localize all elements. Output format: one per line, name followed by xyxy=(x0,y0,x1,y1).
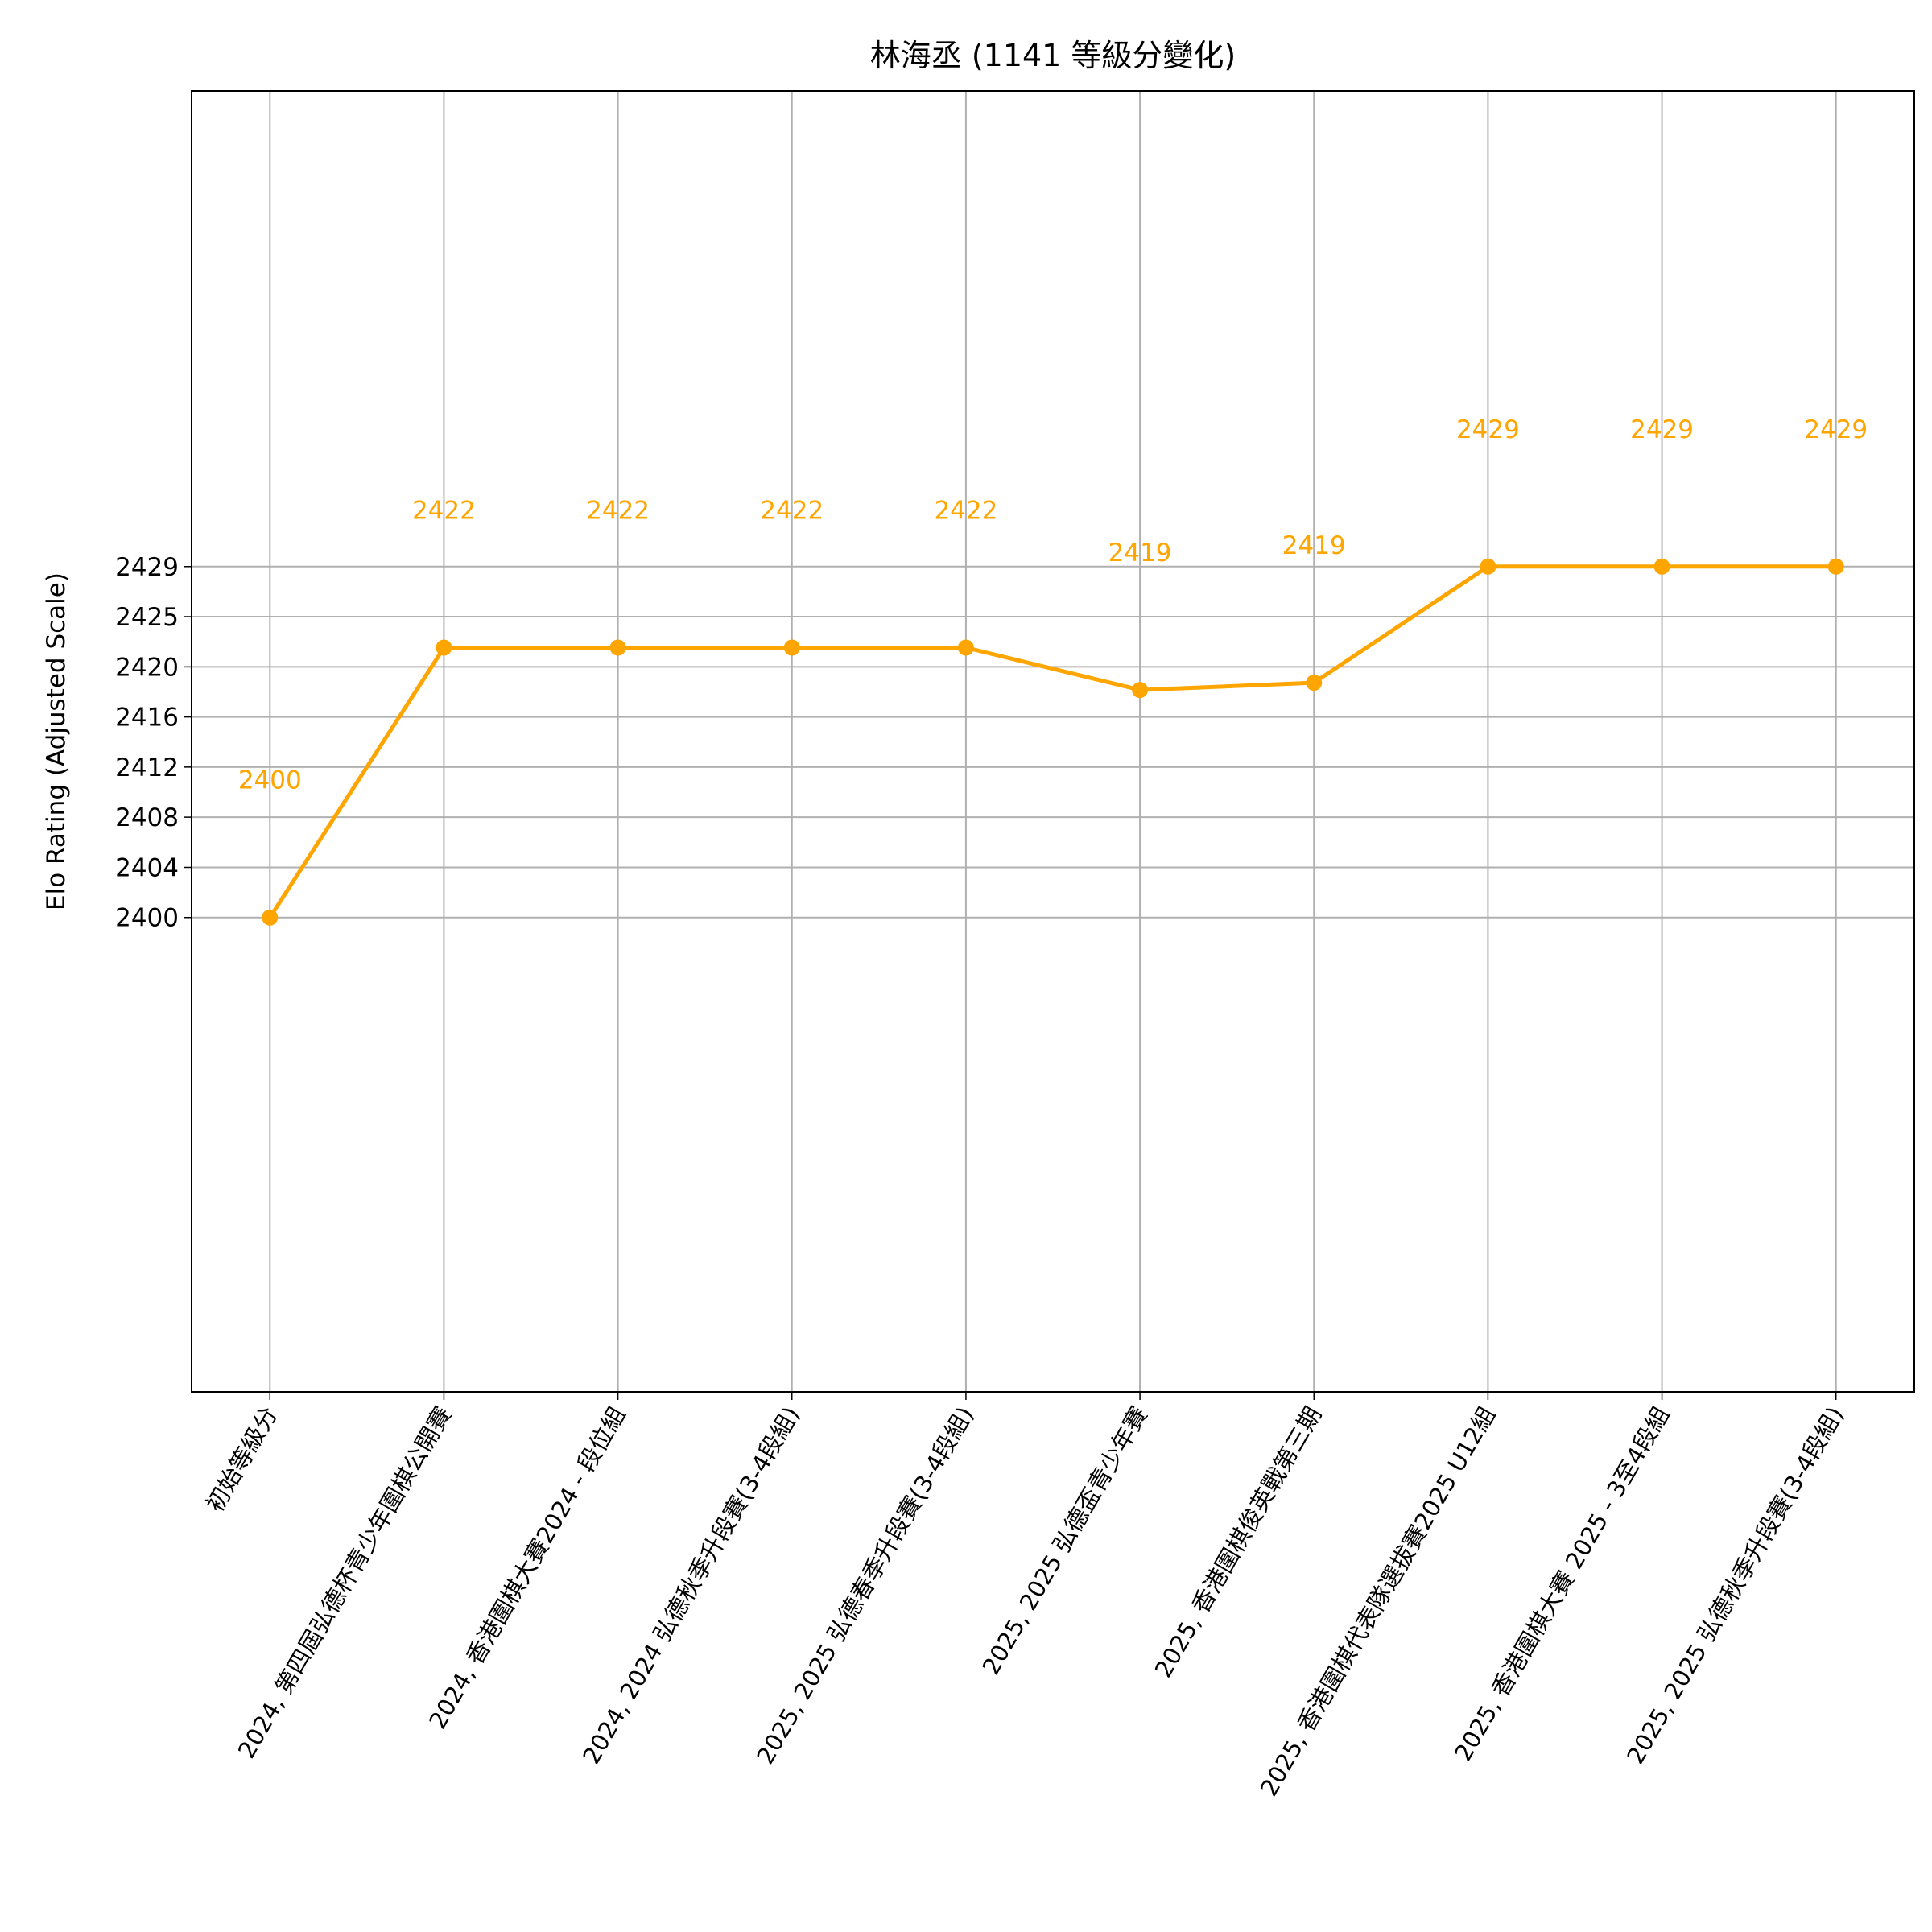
marker xyxy=(1132,682,1149,699)
y-tick-label: 2420 xyxy=(115,653,179,682)
y-tick-label: 2429 xyxy=(115,553,179,582)
plot-frame xyxy=(191,90,1915,1393)
marker xyxy=(1653,558,1670,575)
data-label: 2429 xyxy=(1630,415,1694,444)
marker xyxy=(783,639,800,656)
x-tick-label: 2024, 第四屆弘德杯青少年圍棋公開賽 xyxy=(233,1402,457,1763)
x-tick-label: 2024, 香港圍棋大賽2024 - 段位組 xyxy=(423,1402,630,1734)
data-label: 2422 xyxy=(934,496,997,525)
y-tick-label: 2400 xyxy=(115,904,179,933)
marker xyxy=(1827,558,1844,575)
y-tick-label: 2408 xyxy=(115,803,179,832)
x-tick-label: 2025, 香港圍棋俊英戰第三期 xyxy=(1150,1402,1327,1682)
marker xyxy=(1480,558,1496,575)
x-tick-label: 2024, 2024 弘德秋季升段賽(3-4段組) xyxy=(577,1402,805,1769)
data-label: 2429 xyxy=(1456,415,1520,444)
x-tick-label: 2025, 2025 弘德盃青少年賽 xyxy=(977,1402,1154,1680)
y-tick-label: 2425 xyxy=(115,603,179,632)
y-tick-label: 2416 xyxy=(115,704,179,733)
y-tick-label: 2404 xyxy=(115,853,179,882)
marker xyxy=(957,639,974,656)
y-tick-label: 2412 xyxy=(115,753,179,782)
data-label: 2422 xyxy=(586,496,650,525)
marker xyxy=(1306,675,1323,691)
data-label: 2422 xyxy=(760,496,824,525)
data-label: 2419 xyxy=(1282,531,1346,560)
x-tick-label: 2025, 2025 弘德秋季升段賽(3-4段組) xyxy=(1621,1402,1849,1769)
data-label: 2419 xyxy=(1108,539,1172,568)
marker xyxy=(609,639,626,656)
marker xyxy=(436,639,452,656)
line xyxy=(268,564,1836,919)
data-label: 2422 xyxy=(412,496,476,525)
x-tick-label: 初始等級分 xyxy=(200,1402,283,1517)
data-label: 2429 xyxy=(1804,415,1868,444)
y-axis-label: Elo Rating (Adjusted Scale) xyxy=(42,572,71,910)
x-tick-label: 2025, 2025 弘德春季升段賽(3-4段組) xyxy=(751,1402,979,1769)
marker xyxy=(262,909,279,926)
x-tick-label: 2025, 香港圍棋大賽 2025 - 3至4段組 xyxy=(1449,1402,1674,1766)
chart-title: 林海丞 (1141 等級分變化) xyxy=(870,38,1236,73)
data-label: 2400 xyxy=(238,766,302,795)
